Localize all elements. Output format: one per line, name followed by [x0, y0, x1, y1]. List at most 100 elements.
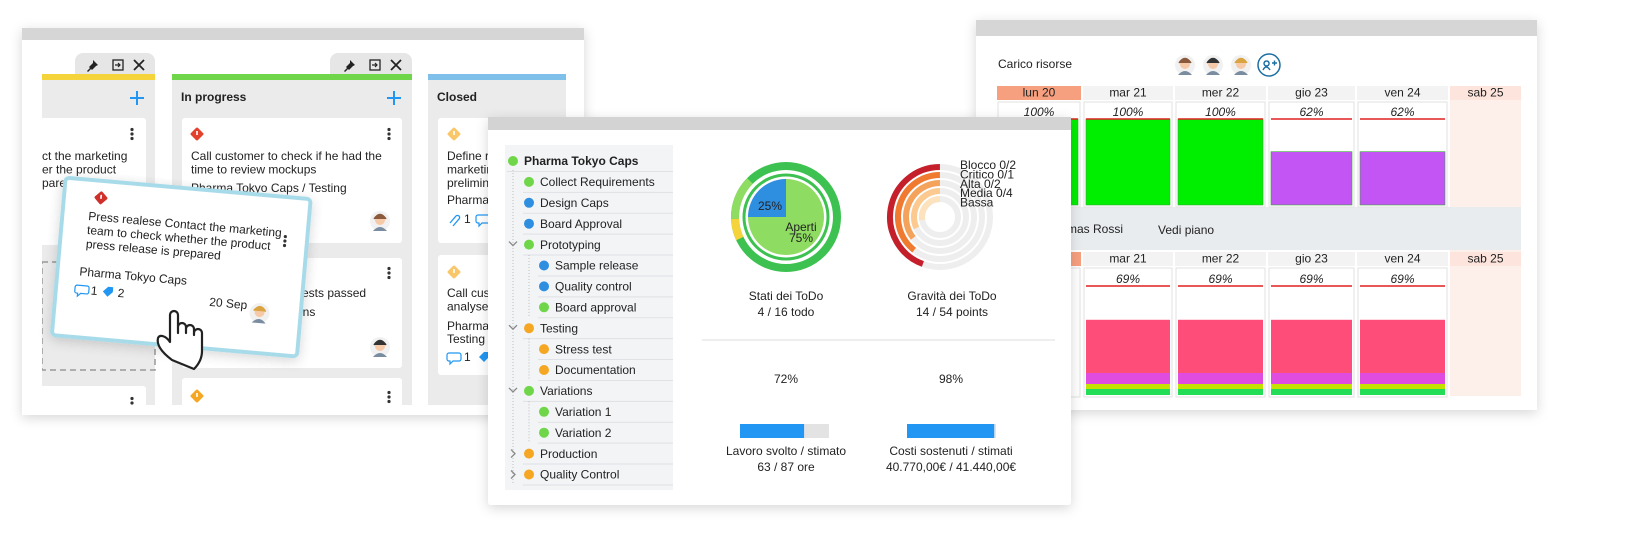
menu-dot: [130, 132, 134, 136]
status-slice: [748, 179, 786, 217]
avatar-body: [1178, 71, 1192, 75]
avatar-hair: [373, 339, 387, 346]
view-plan-link[interactable]: Vedi piano: [1158, 223, 1214, 237]
avatar-body: [373, 227, 387, 231]
menu-dot: [283, 234, 287, 239]
dashboard-window: Pharma Tokyo Caps Collect Requirements Des…: [488, 117, 1071, 505]
day-label: ven 24: [1384, 86, 1420, 100]
tag-icon: [479, 352, 489, 362]
load-stripe: [1178, 384, 1263, 389]
card-text: marketin: [447, 163, 493, 177]
tree-item: Prototyping: [540, 238, 601, 252]
day-label: mar 21: [1109, 252, 1147, 266]
card-text: Define r: [447, 149, 489, 163]
tree-item: Collect Requirements: [540, 175, 655, 189]
status-dot: [524, 239, 534, 250]
comment-icon: [74, 284, 90, 298]
avatar-hair: [1234, 57, 1248, 64]
day-label: mar 21: [1109, 86, 1147, 100]
day-label: mer 22: [1202, 86, 1240, 100]
expander[interactable]: [508, 324, 518, 331]
day-header: [1357, 252, 1448, 266]
expander[interactable]: [508, 387, 518, 393]
tree-item: Quality control: [555, 280, 632, 294]
tree-item: Stress test: [555, 342, 612, 356]
tree-item: Design Caps: [540, 196, 609, 210]
status-slice: [748, 179, 824, 255]
severity-arc: [919, 196, 941, 221]
close-icon[interactable]: [133, 59, 145, 71]
tree-item: Board approval: [555, 300, 636, 314]
add-card-button[interactable]: [130, 91, 144, 105]
menu-dot: [387, 136, 391, 141]
status-dot: [524, 469, 534, 480]
priority-mark: [196, 393, 198, 397]
add-card-button[interactable]: [387, 91, 401, 105]
card-link[interactable]: Testing: [447, 332, 485, 346]
severity-arc: [887, 164, 940, 267]
hand-cursor: [156, 309, 204, 371]
kpi-subtitle: 63 / 87 ore: [757, 460, 815, 474]
card-text: analyse: [447, 300, 489, 314]
menu-dot: [282, 243, 287, 248]
tree-item: Quality Control: [540, 468, 619, 482]
menu-dot: [130, 401, 134, 405]
status-dot: [524, 385, 534, 396]
column-tab: [330, 53, 412, 75]
chart-title: Stati dei ToDo: [749, 289, 824, 303]
load-stripe: [1086, 373, 1170, 384]
menu-dot: [387, 271, 391, 275]
status-dot: [524, 448, 534, 459]
kpi-bar: [740, 424, 805, 438]
status-dot: [539, 406, 549, 417]
severity-arc: [895, 172, 941, 253]
close-icon[interactable]: [390, 59, 402, 71]
status-dot: [524, 176, 534, 187]
tree-item: Documentation: [555, 363, 636, 377]
day-header: [1083, 86, 1173, 100]
menu-dot: [387, 399, 391, 404]
status-dot: [539, 281, 549, 292]
load-bar: [1270, 151, 1353, 206]
pin-icon[interactable]: [344, 60, 355, 72]
comment-count: 1: [464, 212, 471, 226]
card-link[interactable]: Pharma: [447, 193, 489, 207]
expander[interactable]: [510, 449, 516, 459]
pin-icon[interactable]: [87, 60, 98, 72]
avatar-body: [1234, 71, 1248, 75]
load-bar: [1359, 151, 1446, 206]
tree-item: Testing: [540, 321, 578, 335]
avatar-body: [373, 353, 387, 357]
severity-legend: Media 0/4: [960, 186, 1013, 200]
kpi-bar: [907, 424, 995, 438]
chart-title: Gravità dei ToDo: [907, 289, 996, 303]
menu-dot: [130, 127, 134, 132]
day-header: [1268, 252, 1355, 266]
avatar-hair: [1206, 57, 1220, 64]
card-text: Call cus: [447, 286, 490, 300]
status-inner-ring: [742, 173, 830, 261]
tag-icon: [102, 286, 114, 297]
priority-mark: [453, 131, 455, 135]
expander[interactable]: [508, 241, 518, 247]
slice-name: Aperti: [785, 220, 816, 234]
day-label: sab 25: [1467, 252, 1503, 266]
resources-window: Carico risorse lun 20 mar 21 mer 22 gio 23 ve…: [976, 20, 1537, 410]
expand-icon[interactable]: [112, 59, 124, 71]
status-dot: [539, 260, 549, 271]
priority-mark: [100, 194, 103, 199]
chart-subtitle: 4 / 16 todo: [758, 305, 815, 319]
priority-mark: [453, 269, 455, 273]
status-dot: [539, 302, 549, 313]
tree-item: Variation 2: [555, 426, 612, 440]
load-stripe: [1178, 389, 1263, 395]
day-label: sab 25: [1467, 86, 1503, 100]
load-bar: [1085, 118, 1171, 206]
load-stripe: [1271, 384, 1352, 389]
expand-icon[interactable]: [369, 59, 381, 71]
expander[interactable]: [510, 470, 516, 479]
avatar-hair: [1178, 57, 1192, 64]
day-header: [1450, 86, 1521, 100]
day-header: [1357, 86, 1448, 100]
